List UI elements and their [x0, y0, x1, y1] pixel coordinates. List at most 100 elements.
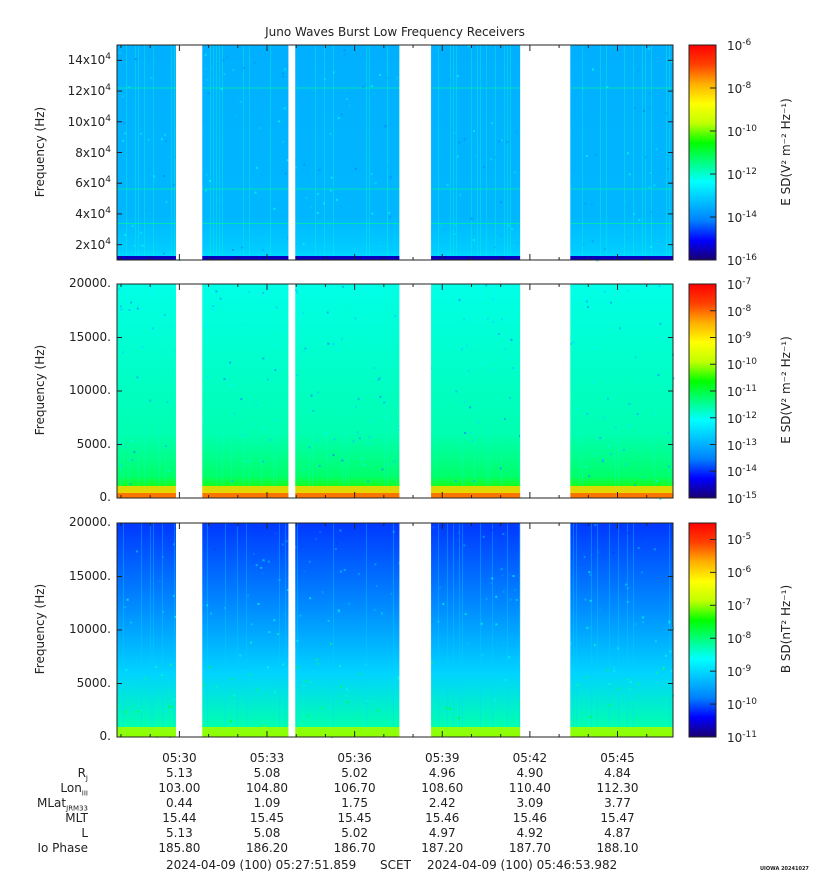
- spectrogram-speckle: [459, 194, 462, 197]
- spectrogram-speckle: [229, 719, 232, 722]
- spectrogram-streak: [435, 284, 436, 498]
- spectrogram-speckle: [392, 530, 395, 533]
- ephemeris-value: 5.13: [166, 766, 193, 780]
- spectrogram-speckle: [263, 724, 266, 727]
- spectrogram-speckle: [636, 380, 638, 383]
- spectrogram-speckle: [655, 148, 658, 151]
- spectrogram-speckle: [603, 247, 606, 250]
- y-tick-label: 12x104: [67, 83, 111, 99]
- spectrogram-streak: [276, 284, 277, 498]
- spectrogram-speckle: [482, 317, 485, 320]
- spectrogram-streak: [579, 284, 580, 498]
- spectrogram-speckle: [286, 237, 289, 240]
- spectrogram-speckle: [584, 202, 587, 205]
- spectrogram-speckle: [162, 610, 165, 613]
- spectrogram-streak: [615, 284, 616, 498]
- spectrogram-speckle: [262, 460, 265, 463]
- spectrogram-speckle: [160, 138, 163, 141]
- spectrogram-speckle: [500, 318, 503, 321]
- ephemeris-value: 3.77: [604, 796, 631, 810]
- spectrogram-streak: [129, 284, 130, 498]
- spectrogram-speckle: [487, 142, 490, 145]
- spectrogram-speckle: [284, 68, 287, 71]
- spectrogram-streak: [219, 45, 220, 260]
- spectrogram-speckle: [354, 168, 357, 170]
- spectrogram-speckle: [317, 662, 319, 665]
- data-gap: [520, 284, 571, 498]
- spectrogram-speckle: [294, 289, 297, 292]
- low-frequency-floor: [117, 256, 673, 260]
- spectrogram-panel-3: [117, 523, 673, 737]
- colorbar-tick-label: 10-7: [727, 277, 752, 292]
- y-axis-label: Frequency (Hz): [33, 344, 47, 436]
- spectrogram-speckle: [124, 132, 127, 135]
- spectrogram-streak: [279, 523, 280, 737]
- y-tick-label: 15000.: [69, 329, 111, 344]
- spectrogram-speckle: [241, 246, 244, 249]
- spectrogram-speckle: [493, 246, 496, 249]
- y-tick-label: 0.: [99, 490, 111, 504]
- spectrogram-speckle: [387, 463, 390, 466]
- colorbar-3: [688, 522, 717, 738]
- spectrogram-speckle: [207, 92, 210, 95]
- spectrogram-speckle: [206, 173, 209, 176]
- ephemeris-row-label: Io Phase: [37, 841, 88, 855]
- spectrogram-speckle: [383, 416, 386, 418]
- spectrogram-speckle: [301, 713, 304, 716]
- spectrogram-speckle: [667, 432, 670, 434]
- spectrogram-speckle: [340, 113, 343, 116]
- colorbar-tick-label: 10-11: [727, 384, 757, 399]
- spectrogram-speckle: [623, 572, 626, 575]
- spectrogram-speckle: [357, 572, 360, 575]
- spectrogram-speckle: [255, 166, 258, 169]
- spectrogram-streak: [654, 284, 655, 498]
- spectrogram-speckle: [345, 98, 348, 101]
- spectrogram-speckle: [655, 671, 658, 674]
- spectrogram-streak: [618, 284, 619, 498]
- y-tick-label: 8x104: [75, 144, 111, 160]
- spectrogram-speckle: [585, 154, 588, 157]
- spectrogram-speckle: [275, 419, 278, 422]
- ephemeris-row-label: LonIII: [60, 781, 88, 798]
- spectrogram-speckle: [599, 437, 602, 439]
- spectrogram-speckle: [650, 246, 652, 248]
- spectrogram-speckle: [171, 129, 174, 132]
- spectrogram-speckle: [128, 309, 131, 311]
- spectrogram-speckle: [482, 535, 485, 538]
- spectrogram-streak: [627, 523, 628, 737]
- spectrogram-speckle: [439, 586, 442, 589]
- spectrogram-speckle: [373, 367, 376, 370]
- spectrogram-speckle: [282, 72, 285, 75]
- spectrogram-speckle: [261, 249, 264, 251]
- spectrogram-streak: [231, 284, 232, 498]
- spectrogram-streak: [645, 45, 646, 260]
- ephemeris-value: 5.08: [253, 766, 281, 780]
- spectrogram-speckle: [239, 101, 242, 103]
- spectrogram-speckle: [642, 616, 645, 619]
- spectrogram-speckle: [204, 189, 207, 192]
- spectrogram-speckle: [164, 133, 167, 136]
- spectrogram-streak: [393, 284, 394, 498]
- spectrogram-speckle: [128, 86, 131, 89]
- spectrogram-streak: [366, 45, 367, 260]
- spectrogram-speckle: [508, 66, 511, 69]
- spectrogram-speckle: [495, 595, 498, 598]
- spectrogram-streak: [333, 523, 334, 737]
- spectrogram-speckle: [628, 687, 631, 690]
- spectrogram-speckle: [220, 88, 223, 90]
- spectrogram-speckle: [339, 529, 342, 532]
- colorbar-label: E SD(V² m⁻² Hz⁻¹): [779, 336, 793, 444]
- spectrogram-speckle: [316, 212, 319, 214]
- spectrogram-streak: [174, 45, 175, 260]
- spectrogram-speckle: [120, 463, 123, 466]
- spectrogram-speckle: [274, 369, 277, 372]
- spectrogram-speckle: [628, 173, 631, 176]
- spectrogram-speckle: [597, 551, 600, 554]
- spectrogram-speckle: [592, 68, 594, 71]
- spectrogram-speckle: [336, 348, 339, 351]
- spectrogram-speckle: [643, 109, 645, 112]
- spectrogram-streak: [624, 45, 625, 260]
- spectrogram-speckle: [140, 231, 143, 234]
- spectrogram-speckle: [122, 351, 125, 354]
- spectrogram-speckle: [302, 684, 305, 687]
